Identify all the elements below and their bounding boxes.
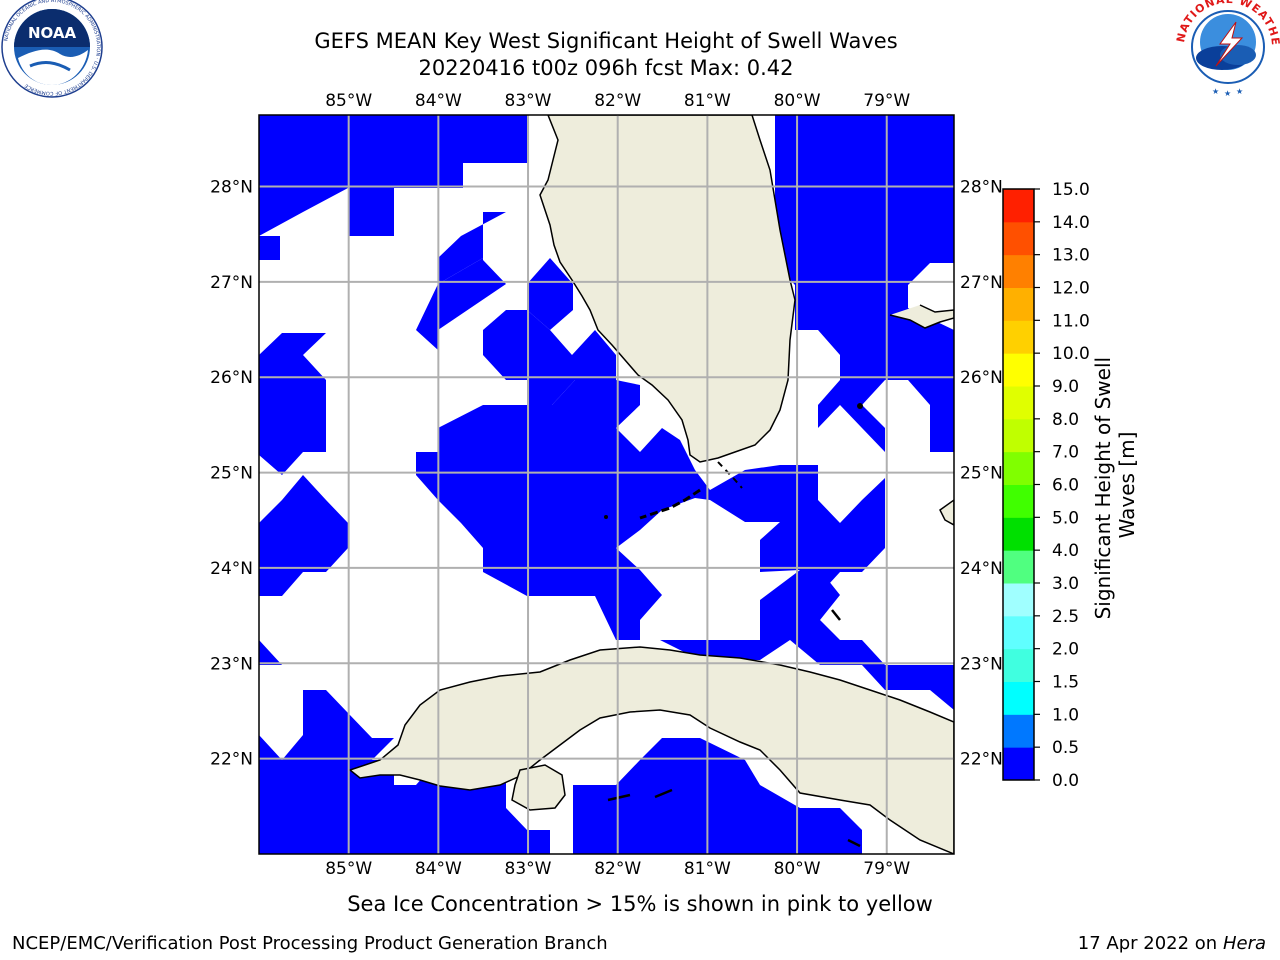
lat-label: 27°N xyxy=(210,273,253,293)
colorbar-label: Significant Height of Swell Waves [m] xyxy=(1091,351,1139,620)
lon-label: 80°W xyxy=(774,859,821,879)
map-title: GEFS MEAN Key West Significant Height of… xyxy=(314,29,897,53)
colorbar-swatch xyxy=(1003,451,1034,485)
map-subtitle-run: 20220416 t00z 096h fcst Max: 0.42 xyxy=(419,56,794,80)
colorbar-tick-label: 2.0 xyxy=(1052,640,1079,660)
colorbar-swatch xyxy=(1003,615,1034,650)
lat-labels-left: 28°N 27°N 26°N 25°N 24°N 23°N 22°N xyxy=(210,178,253,770)
colorbar-tick-label: 8.0 xyxy=(1052,410,1079,430)
graticule xyxy=(259,115,954,854)
noaa-logo-text: NOAA xyxy=(28,24,77,42)
lon-labels-top: 85°W 84°W 83°W 82°W 81°W 80°W 79°W xyxy=(325,91,910,111)
colorbar-tick-label: 11.0 xyxy=(1052,311,1090,331)
lon-label: 83°W xyxy=(505,91,552,111)
colorbar-swatch xyxy=(1003,221,1034,256)
lat-label: 23°N xyxy=(210,654,253,674)
lat-label: 28°N xyxy=(960,178,1003,198)
noaa-logo: NOAA NATIONAL OCEANIC AND ATMOSPHERIC AD… xyxy=(1,0,103,98)
colorbar-tick-label: 4.0 xyxy=(1052,541,1079,561)
lat-label: 22°N xyxy=(960,750,1003,770)
colorbar-tick-label: 1.5 xyxy=(1052,673,1079,693)
lat-label: 22°N xyxy=(210,750,253,770)
cays xyxy=(607,609,861,848)
lat-label: 26°N xyxy=(210,368,253,388)
lat-label: 28°N xyxy=(210,178,253,198)
lon-label: 81°W xyxy=(684,91,731,111)
footer-date: 17 Apr 2022 on Hera xyxy=(1078,933,1266,954)
colorbar-swatch xyxy=(1003,550,1034,584)
colorbar-tick-label: 1.0 xyxy=(1052,705,1079,725)
lon-label: 80°W xyxy=(774,91,821,111)
colorbar-swatch xyxy=(1003,287,1034,321)
lon-label: 79°W xyxy=(863,859,910,879)
lat-label: 24°N xyxy=(960,559,1003,579)
nws-star-icons: ★ ★ ★ xyxy=(1212,87,1243,98)
colorbar-swatch xyxy=(1003,386,1034,420)
colorbar-swatch xyxy=(1003,648,1034,682)
lat-labels-right: 28°N 27°N 26°N 25°N 24°N 23°N 22°N xyxy=(960,178,1003,770)
isle-of-youth xyxy=(511,764,566,811)
colorbar-swatch xyxy=(1003,747,1034,781)
svg-text:★: ★ xyxy=(1224,89,1231,98)
footer-date-text: 17 Apr 2022 on xyxy=(1078,933,1223,954)
cuba-land xyxy=(348,646,954,854)
colorbar-tick-label: 2.5 xyxy=(1052,607,1079,627)
lon-label: 81°W xyxy=(684,859,731,879)
footer-branch: NCEP/EMC/Verification Post Processing Pr… xyxy=(12,933,608,954)
colorbar-tick-label: 14.0 xyxy=(1052,213,1090,233)
lon-label: 83°W xyxy=(505,859,552,879)
colorbar-tick-label: 13.0 xyxy=(1052,246,1090,266)
colorbar-swatch xyxy=(1003,189,1034,223)
map-area xyxy=(259,115,954,854)
lat-label: 27°N xyxy=(960,273,1003,293)
colorbar-swatch xyxy=(1003,583,1034,617)
florida-land xyxy=(539,115,796,463)
sea-ice-note: Sea Ice Concentration > 15% is shown in … xyxy=(347,892,933,916)
lat-label: 23°N xyxy=(960,654,1003,674)
florida-keys xyxy=(639,488,701,520)
footer-host: Hera xyxy=(1223,933,1266,954)
lon-label: 84°W xyxy=(415,859,462,879)
colorbar-swatch xyxy=(1003,353,1034,387)
colorbar-tick-label: 0.0 xyxy=(1052,771,1079,791)
colorbar-swatch xyxy=(1003,517,1034,551)
colorbar: 0.0 0.5 1.0 1.5 2.0 2.5 3.0 4.0 5.0 6.0 7.0 8.0 9.0 1… xyxy=(1002,180,1090,791)
colorbar-swatch xyxy=(1003,418,1034,453)
colorbar-swatch xyxy=(1003,254,1034,288)
lon-label: 79°W xyxy=(863,91,910,111)
bahamas-land xyxy=(889,304,954,329)
lon-label: 82°W xyxy=(594,859,641,879)
lat-label: 26°N xyxy=(960,368,1003,388)
colorbar-tick-label: 10.0 xyxy=(1052,344,1090,364)
colorbar-tick-label: 6.0 xyxy=(1052,476,1079,496)
lon-label: 85°W xyxy=(325,859,372,879)
colorbar-tick-label: 7.0 xyxy=(1052,443,1079,463)
lat-label: 25°N xyxy=(210,464,253,484)
colorbar-swatch xyxy=(1003,714,1034,748)
colorbar-swatch xyxy=(1003,320,1034,354)
colorbar-tick-label: 0.5 xyxy=(1052,738,1079,758)
svg-text:★: ★ xyxy=(1212,87,1219,96)
lat-label: 24°N xyxy=(210,559,253,579)
lon-labels-bottom: 85°W 84°W 83°W 82°W 81°W 80°W 79°W xyxy=(325,859,910,879)
lon-label: 84°W xyxy=(415,91,462,111)
colorbar-swatch xyxy=(1003,484,1034,518)
lon-label: 85°W xyxy=(325,91,372,111)
lat-label: 25°N xyxy=(960,464,1003,484)
lon-label: 82°W xyxy=(594,91,641,111)
colorbar-tick-label: 12.0 xyxy=(1052,279,1090,299)
colorbar-swatch xyxy=(1003,681,1034,715)
colorbar-tick-label: 15.0 xyxy=(1052,180,1090,200)
swell-height-field xyxy=(259,115,954,854)
colorbar-tick-label: 3.0 xyxy=(1052,574,1079,594)
map-frame xyxy=(258,114,955,855)
colorbar-tick-label: 9.0 xyxy=(1052,377,1079,397)
colorbar-tick-label: 5.0 xyxy=(1052,508,1079,528)
svg-text:★: ★ xyxy=(1236,87,1243,96)
